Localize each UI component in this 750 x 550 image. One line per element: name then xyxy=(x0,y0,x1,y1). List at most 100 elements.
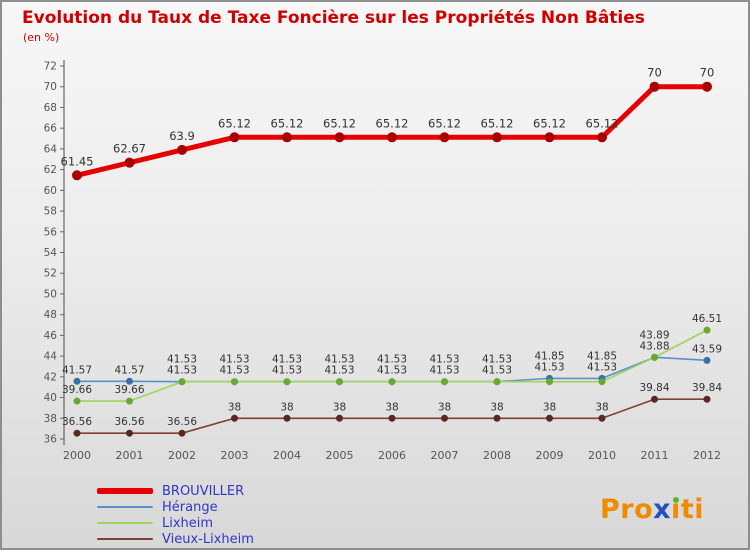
logo-letter: o xyxy=(634,494,654,525)
data-label: 41.53 xyxy=(587,361,617,373)
x-tick-label: 2008 xyxy=(483,449,511,462)
series-marker-2 xyxy=(283,378,291,386)
x-tick-label: 2012 xyxy=(693,449,721,462)
y-tick-label: 54 xyxy=(44,247,58,259)
y-tick-label: 68 xyxy=(44,102,57,114)
data-label: 63.9 xyxy=(169,129,195,143)
data-label: 39.84 xyxy=(639,382,669,394)
data-label: 41.53 xyxy=(324,354,354,366)
data-label: 38 xyxy=(228,401,241,413)
legend-item: Lixheim xyxy=(97,515,254,531)
y-tick-label: 44 xyxy=(44,351,58,363)
logo-letter: P xyxy=(599,494,621,525)
series-marker-0 xyxy=(177,144,187,155)
data-label: 65.12 xyxy=(218,116,251,130)
y-tick-label: 70 xyxy=(44,81,57,93)
y-tick-label: 66 xyxy=(44,123,58,135)
legend-label: BROUVILLER xyxy=(162,483,245,499)
data-label: 43.89 xyxy=(639,329,669,341)
x-tick-label: 2005 xyxy=(326,449,354,462)
chart-subtitle: (en %) xyxy=(23,31,60,44)
legend-swatch xyxy=(97,538,153,540)
data-label: 41.53 xyxy=(272,354,302,366)
data-label: 70 xyxy=(647,66,662,80)
data-label: 41.53 xyxy=(534,361,564,373)
data-label: 41.53 xyxy=(324,365,354,377)
legend-item: Hérange xyxy=(97,499,254,515)
y-tick-label: 58 xyxy=(44,206,57,218)
legend-label: Vieux-Lixheim xyxy=(162,531,254,547)
legend-swatch xyxy=(97,506,153,508)
series-marker-3 xyxy=(493,414,501,422)
data-label: 41.85 xyxy=(534,350,564,362)
x-tick-label: 2003 xyxy=(221,449,249,462)
series-marker-3 xyxy=(126,429,133,437)
series-marker-0 xyxy=(702,81,712,92)
data-label: 38 xyxy=(438,401,451,413)
y-tick-label: 40 xyxy=(44,392,57,404)
series-marker-0 xyxy=(649,81,660,92)
data-label: 43.88 xyxy=(639,340,669,352)
series-marker-3 xyxy=(546,414,553,422)
chart-svg: 36 38 40 42 44 46 48 50 52 54 56 58 60 62 64 66 68 70 72 20… xyxy=(44,60,722,462)
series-marker-2 xyxy=(178,378,186,386)
x-tick-label: 2004 xyxy=(273,449,301,462)
logo-letter: ı xyxy=(671,494,681,525)
legend-swatch xyxy=(97,522,153,524)
y-tick-label: 50 xyxy=(44,288,57,300)
legend-item: BROUVILLER xyxy=(97,483,254,499)
series-marker-0 xyxy=(282,132,292,143)
x-tick-label: 2006 xyxy=(378,449,406,462)
y-tick-label: 38 xyxy=(44,413,57,425)
logo-letter: r xyxy=(620,494,635,525)
data-label: 41.53 xyxy=(482,365,512,377)
data-label: 65.12 xyxy=(586,116,619,130)
data-label: 41.57 xyxy=(62,364,92,376)
x-tick-label: 2007 xyxy=(431,449,459,462)
series-marker-0 xyxy=(439,132,450,143)
logo-letter: i xyxy=(694,494,704,525)
y-tick-label: 36 xyxy=(44,434,58,446)
y-tick-label: 60 xyxy=(44,185,57,197)
x-tick-label: 2010 xyxy=(588,449,616,462)
series-marker-0 xyxy=(544,132,555,143)
data-label: 41.53 xyxy=(482,354,512,366)
data-label: 41.53 xyxy=(167,354,197,366)
data-label: 39.66 xyxy=(62,384,92,396)
data-label: 38 xyxy=(280,401,293,413)
series-marker-2 xyxy=(598,378,606,386)
series-marker-3 xyxy=(651,395,658,403)
data-label: 65.12 xyxy=(481,116,514,130)
logo-letter: x xyxy=(653,494,672,525)
y-tick-label: 46 xyxy=(44,330,58,342)
series-marker-0 xyxy=(387,132,397,143)
data-label: 38 xyxy=(490,401,503,413)
series-marker-3 xyxy=(388,414,396,422)
data-label: 38 xyxy=(595,401,608,413)
series-marker-3 xyxy=(336,414,343,422)
data-label: 46.51 xyxy=(692,313,722,325)
series-marker-2 xyxy=(231,378,238,386)
data-label: 61.45 xyxy=(61,154,94,168)
series-marker-0 xyxy=(334,132,345,143)
data-label: 65.12 xyxy=(323,116,356,130)
series-marker-3 xyxy=(283,414,291,422)
y-tick-label: 64 xyxy=(44,143,58,155)
data-label: 65.12 xyxy=(271,116,304,130)
series-marker-2 xyxy=(703,326,711,334)
chart-title: Evolution du Taux de Taxe Foncière sur l… xyxy=(22,8,645,28)
series-marker-2 xyxy=(441,378,448,386)
data-label: 39.84 xyxy=(692,382,722,394)
proxiti-logo: Proxı ti xyxy=(600,494,704,525)
y-tick-label: 52 xyxy=(44,268,57,280)
data-label: 41.53 xyxy=(377,365,407,377)
series-marker-0 xyxy=(72,170,82,181)
series-marker-2 xyxy=(73,397,81,405)
series-marker-0 xyxy=(492,132,502,143)
legend-label: Lixheim xyxy=(162,515,214,531)
series-marker-3 xyxy=(441,414,448,422)
data-label: 41.53 xyxy=(167,365,197,377)
data-label: 41.53 xyxy=(377,354,407,366)
series-marker-3 xyxy=(178,429,186,437)
